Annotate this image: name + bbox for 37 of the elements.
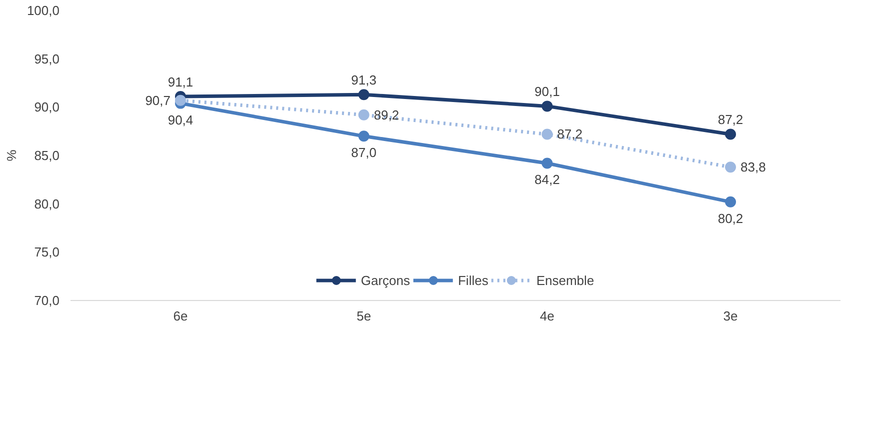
x-tick-label: 5e [356, 308, 372, 324]
y-tick-label: 95,0 [34, 51, 60, 66]
x-tick-label: 6e [173, 308, 188, 324]
legend-label: Filles [458, 272, 488, 288]
data-label: 87,0 [351, 145, 376, 160]
y-tick-label: 85,0 [34, 148, 60, 163]
y-tick-label: 100,0 [26, 3, 60, 18]
point [725, 196, 736, 208]
data-label: 89,2 [374, 107, 400, 122]
point [358, 130, 370, 142]
y-tick-label: 70,0 [34, 293, 60, 308]
point [542, 128, 553, 140]
y-tick-label: 80,0 [34, 196, 60, 212]
data-label: 90,1 [534, 84, 560, 100]
y-tick-label: 90,0 [34, 100, 60, 115]
point [358, 109, 370, 120]
point [542, 158, 553, 169]
data-label: 91,1 [168, 74, 194, 90]
data-label: 87,2 [718, 112, 744, 128]
point [725, 128, 736, 140]
data-label: 91,3 [351, 72, 376, 88]
y-tick-label: 75,0 [34, 244, 60, 260]
point [725, 162, 736, 173]
data-label: 84,2 [534, 172, 560, 188]
x-tick-label: 4e [540, 308, 554, 324]
point [175, 94, 186, 106]
legend-label: Garçons [360, 272, 410, 288]
data-label: 80,2 [718, 210, 744, 226]
point [358, 89, 370, 100]
data-label: 83,8 [740, 160, 766, 175]
legend-label: Ensemble [536, 272, 594, 288]
data-label: 90,4 [168, 112, 194, 128]
point [542, 100, 553, 112]
data-label: 90,7 [145, 92, 171, 108]
y-axis-title: % [4, 149, 19, 162]
data-label: 87,2 [557, 126, 582, 142]
x-tick-label: 3e [723, 308, 738, 324]
